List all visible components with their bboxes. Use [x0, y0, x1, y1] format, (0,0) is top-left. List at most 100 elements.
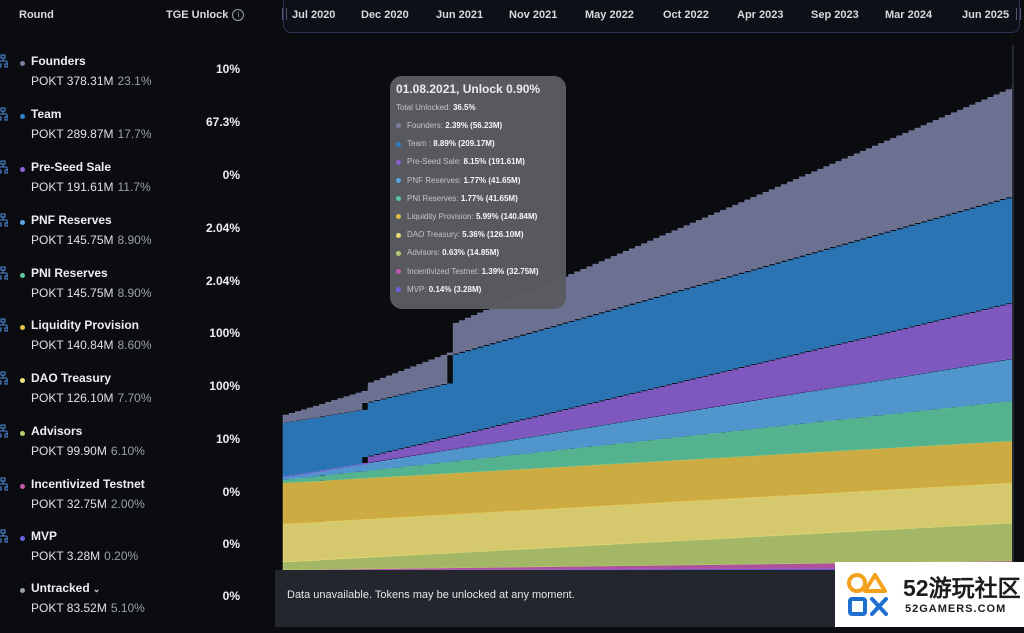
tooltip-color-dot	[396, 287, 401, 293]
round-name: PNF Reserves	[31, 213, 112, 227]
round-row[interactable]: MVP POKT 3.28M 0.20% 0%	[0, 529, 275, 581]
round-row[interactable]: Liquidity Provision POKT 140.84M 8.60% 10…	[0, 318, 275, 370]
round-tge-unlock: 0%	[222, 537, 240, 551]
network-icon	[0, 371, 8, 385]
round-tge-unlock: 0%	[222, 168, 240, 182]
round-name: PNI Reserves	[31, 266, 108, 280]
tge-unlock-column-header: TGE Unlock i	[166, 9, 245, 21]
tooltip-total-label: Total Unlocked:	[396, 103, 451, 112]
round-amount: POKT 191.61M 11.7%	[31, 180, 151, 194]
timeline-date-label[interactable]: Jun 2021	[436, 9, 484, 21]
network-icon	[0, 160, 8, 174]
round-row[interactable]: Team POKT 289.87M 17.7% 67.3%	[0, 107, 275, 159]
round-color-dot	[20, 220, 25, 225]
timeline-date-label[interactable]: Nov 2021	[509, 9, 558, 21]
tooltip-row: MVP: 0.14% (3.28M)	[396, 285, 481, 294]
timeline-date-label[interactable]: Jul 2020	[292, 9, 336, 21]
tooltip-row: Incentivized Testnet: 1.39% (32.75M)	[396, 267, 539, 276]
round-amount: POKT 83.52M 5.10%	[31, 601, 145, 615]
round-color-dot	[20, 325, 25, 330]
timeline-right-handle[interactable]	[1016, 8, 1021, 20]
tooltip-row: Liquidity Provision: 5.99% (140.84M)	[396, 212, 537, 221]
round-name: Team	[31, 107, 62, 121]
round-amount: POKT 126.10M 7.70%	[31, 391, 152, 405]
round-tge-unlock: 100%	[209, 379, 240, 393]
round-color-dot	[20, 114, 25, 119]
timeline-left-handle[interactable]	[282, 8, 287, 20]
tooltip-total-value: 36.5%	[452, 103, 476, 112]
round-amount: POKT 289.87M 17.7%	[31, 127, 152, 141]
round-amount: POKT 145.75M 8.90%	[31, 233, 152, 247]
gamers-logo-icon	[847, 573, 888, 616]
round-tge-unlock: 10%	[215, 62, 240, 76]
round-row[interactable]: Incentivized Testnet POKT 32.75M 2.00% 0%	[0, 477, 275, 529]
round-row[interactable]: Untracked ⌄ POKT 83.52M 5.10% 0%	[0, 581, 275, 633]
round-row[interactable]: Founders POKT 378.31M 23.1% 10%	[0, 54, 275, 106]
round-percent: 11.7%	[117, 180, 151, 194]
rounds-panel: Round TGE Unlock i Founders POKT 378.31M…	[0, 0, 275, 627]
network-icon	[0, 54, 8, 68]
round-color-dot	[20, 61, 25, 66]
round-percent: 8.90%	[117, 286, 152, 300]
round-percent: 0.20%	[104, 549, 139, 563]
round-tge-unlock: 100%	[209, 326, 240, 340]
round-color-dot	[20, 484, 25, 489]
tooltip-color-dot	[396, 159, 401, 165]
round-name: Incentivized Testnet	[31, 477, 145, 491]
tooltip-row: PNI Reserves: 1.77% (41.65M)	[396, 194, 518, 203]
timeline-date-label[interactable]: Jun 2025	[962, 9, 1010, 21]
round-color-dot	[20, 536, 25, 541]
round-amount: POKT 145.75M 8.90%	[31, 286, 152, 300]
timeline-date-label[interactable]: Oct 2022	[663, 9, 709, 21]
network-icon	[0, 477, 8, 491]
tooltip-row: Pre-Seed Sale: 8.15% (191.61M)	[396, 157, 525, 166]
round-row[interactable]: Pre-Seed Sale POKT 191.61M 11.7% 0%	[0, 160, 275, 212]
timeline-date-label[interactable]: Dec 2020	[361, 9, 409, 21]
timeline-date-label[interactable]: Mar 2024	[885, 9, 933, 21]
round-percent: 8.60%	[117, 338, 152, 352]
watermark-cn: 52游玩社区	[903, 575, 1021, 601]
chart-tooltip: 01.08.2021, Unlock 0.90% Total Unlocked:…	[390, 76, 566, 309]
timeline-date-label[interactable]: Apr 2023	[737, 9, 784, 21]
round-row[interactable]: DAO Treasury POKT 126.10M 7.70% 100%	[0, 371, 275, 423]
timeline-date-label[interactable]: May 2022	[585, 9, 634, 21]
tooltip-color-dot	[396, 250, 401, 256]
tooltip-color-dot	[396, 214, 401, 220]
round-tge-unlock: 2.04%	[205, 221, 240, 235]
tooltip-color-dot	[396, 123, 401, 129]
round-amount: POKT 99.90M 6.10%	[31, 444, 145, 458]
round-name: Founders	[31, 54, 86, 68]
round-tge-unlock: 10%	[215, 432, 240, 446]
tooltip-title: 01.08.2021, Unlock 0.90%	[396, 82, 541, 96]
tooltip-row: Advisors: 0.63% (14.85M)	[396, 248, 499, 257]
tooltip-color-dot	[396, 196, 401, 202]
network-icon	[0, 424, 8, 438]
timeline-bar[interactable]: Jul 2020 Dec 2020 Jun 2021 Nov 2021 May 2022…	[282, 0, 1021, 33]
round-amount: POKT 3.28M 0.20%	[31, 549, 139, 563]
round-amount: POKT 140.84M 8.60%	[31, 338, 152, 352]
tooltip-row: Founders: 2.39% (56.23M)	[396, 121, 502, 130]
round-color-dot	[20, 273, 25, 278]
round-amount: POKT 378.31M 23.1%	[31, 74, 152, 88]
round-name: Advisors	[31, 424, 83, 438]
round-percent: 23.1%	[117, 74, 152, 88]
round-percent: 6.10%	[110, 444, 145, 458]
round-row[interactable]: PNI Reserves POKT 145.75M 8.90% 2.04%	[0, 266, 275, 318]
round-name[interactable]: Untracked ⌄	[31, 581, 101, 595]
round-row[interactable]: Advisors POKT 99.90M 6.10% 10%	[0, 424, 275, 476]
timeline-date-label[interactable]: Sep 2023	[811, 9, 859, 21]
chart-right-edge	[1012, 45, 1014, 570]
unlock-schedule-chart[interactable]	[275, 32, 1020, 570]
round-percent: 2.00%	[110, 497, 145, 511]
tooltip-row: PNF Reserves: 1.77% (41.65M)	[396, 176, 520, 185]
info-icon[interactable]: i	[232, 9, 245, 21]
round-tge-unlock: 2.04%	[205, 274, 240, 288]
tooltip-color-dot	[396, 232, 401, 238]
site-watermark: 52游玩社区 52GAMERS.COM	[835, 562, 1024, 627]
tooltip-color-dot	[396, 177, 401, 183]
footer-message: Data unavailable. Tokens may be unlocked…	[287, 589, 575, 601]
round-name: DAO Treasury	[31, 371, 112, 385]
round-color-dot	[20, 588, 25, 593]
round-row[interactable]: PNF Reserves POKT 145.75M 8.90% 2.04%	[0, 213, 275, 265]
chevron-down-icon[interactable]: ⌄	[92, 584, 101, 594]
